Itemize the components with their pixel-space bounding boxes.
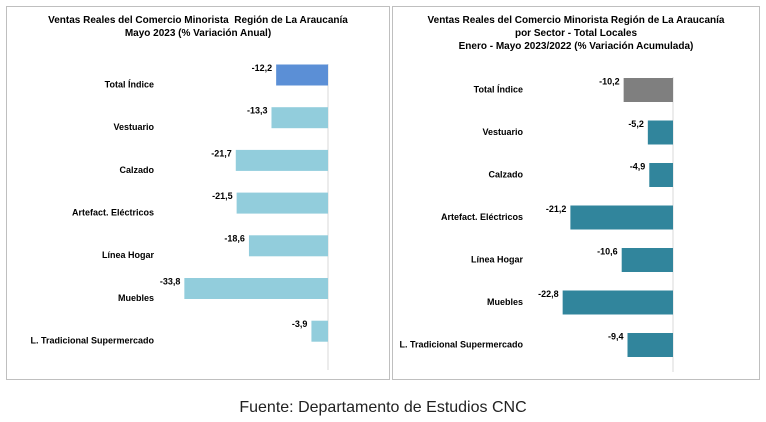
category-label: Vestuario <box>113 122 154 132</box>
bar <box>570 205 673 230</box>
chart-title: Ventas Reales del Comercio Minorista Reg… <box>7 14 389 40</box>
bar <box>627 333 673 357</box>
category-label: L. Tradicional Supermercado <box>399 339 523 349</box>
category-label: Artefact. Eléctricos <box>72 207 154 217</box>
bar-value-label: -21,5 <box>212 191 233 201</box>
bar <box>236 192 328 214</box>
bar <box>621 248 673 272</box>
bar <box>184 278 328 299</box>
chart-title-line: Ventas Reales del Comercio Minorista Reg… <box>427 15 725 26</box>
category-label: Línea Hogar <box>102 250 155 260</box>
chart-title-line: Ventas Reales del Comercio Minorista Reg… <box>48 15 348 26</box>
category-label: Muebles <box>118 293 154 303</box>
bar-value-label: -9,4 <box>608 331 624 341</box>
bar <box>271 107 328 129</box>
bar <box>623 78 673 102</box>
category-label: Calzado <box>119 165 154 175</box>
bar-chart-cumulative: -10,2 Total Índice -5,2 Vestuario -4,9 Calzad… <box>399 76 674 372</box>
category-label: Línea Hogar <box>471 254 524 264</box>
bar-value-label: -4,9 <box>630 161 646 171</box>
bar-value-label: -22,8 <box>538 289 559 299</box>
bar <box>311 320 328 342</box>
chart-title: Ventas Reales del Comercio Minorista Reg… <box>393 14 759 53</box>
bar-value-label: -5,2 <box>628 119 644 129</box>
bar-value-label: -33,8 <box>160 276 181 286</box>
bar <box>649 163 673 187</box>
bar-value-label: -21,7 <box>211 148 232 158</box>
bar <box>276 64 328 86</box>
bar-value-label: -3,9 <box>292 319 308 329</box>
bar <box>647 120 673 145</box>
category-label: Calzado <box>488 169 523 179</box>
bar-value-label: -10,6 <box>597 246 618 256</box>
bar <box>235 149 328 171</box>
category-label: Muebles <box>487 297 523 307</box>
bar-value-label: -18,6 <box>224 234 245 244</box>
chart-title-line: Mayo 2023 (% Variación Anual) <box>124 28 272 39</box>
bar-value-label: -12,2 <box>252 63 273 73</box>
chart-panel-cumulative: Ventas Reales del Comercio Minorista Reg… <box>392 6 760 380</box>
bar-value-label: -10,2 <box>599 76 620 86</box>
category-label: Vestuario <box>482 127 523 137</box>
bar <box>562 290 673 315</box>
bar <box>248 235 328 257</box>
chart-panel-annual: Ventas Reales del Comercio Minorista Reg… <box>6 6 390 380</box>
category-label: Total Índice <box>474 84 523 94</box>
bar-value-label: -21,2 <box>546 204 567 214</box>
bar-chart-annual: -12,2 Total Índice -13,3 Vestuario -21,7 Calz… <box>30 63 329 370</box>
chart-title-line: por Sector - Total Locales <box>514 28 638 39</box>
chart-title-line: Enero - Mayo 2023/2022 (% Variación Acum… <box>458 41 694 52</box>
category-label: Artefact. Eléctricos <box>441 212 523 222</box>
category-label: Total Índice <box>105 79 154 89</box>
bar-value-label: -13,3 <box>247 106 268 116</box>
category-label: L. Tradicional Supermercado <box>30 336 154 346</box>
source-note: Fuente: Departamento de Estudios CNC <box>239 399 527 416</box>
